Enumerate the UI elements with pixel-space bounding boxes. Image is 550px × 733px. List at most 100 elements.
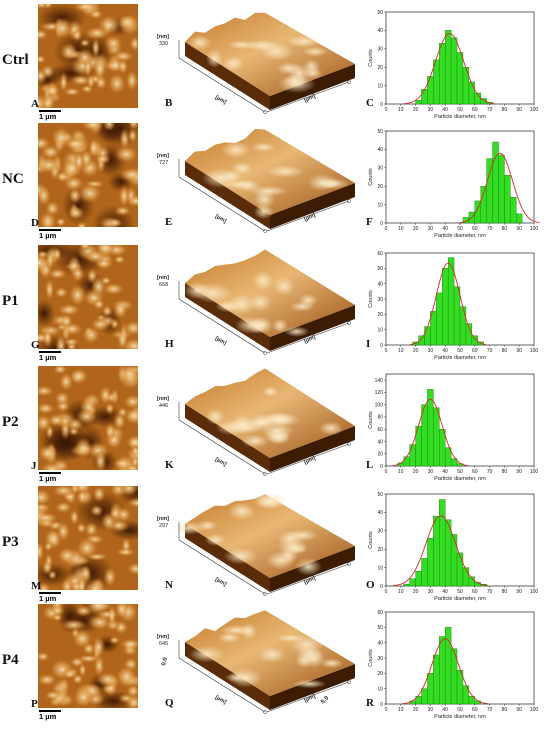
x-tick-label: 90 [516,226,522,232]
y-tick-label: 20 [377,671,383,677]
x-tick-label: 60 [472,226,478,232]
y-axis-label: Counts [368,168,374,186]
panel-letter-hist: R [366,697,374,709]
afm-2d-image [27,476,154,601]
x-tick-label: 10 [398,469,404,475]
histogram-bar [421,89,428,105]
panel-letter-hist: O [366,579,375,591]
surface-front-right [270,183,355,229]
y-tick-label: 30 [377,529,383,535]
scale-bar-label: 1 µm [39,712,57,721]
y-tick-label: 50 [377,266,383,272]
z-axis-max-label: 297 [159,523,168,529]
x-tick-label: 100 [530,348,539,354]
histogram-bar [424,326,431,346]
y-tick-label: 0 [380,221,383,227]
x-tick-label: 50 [457,469,463,475]
x-tick-label: 100 [530,107,539,113]
histogram-chart: 0 10 20 30 40 50 60 70 80 90 100 0 10 20 30 40 50 Particl… [366,123,550,242]
x-tick-label: 50 [457,226,463,232]
histogram-bar [468,81,475,105]
y-tick-label: 10 [377,686,383,692]
x-tick-label: 0 [385,107,388,113]
panel-letter-2d: J [31,460,37,472]
y-axis-label: Counts [368,49,374,67]
scale-bar [39,110,61,112]
gaussian-fit-line [393,515,489,587]
y-tick-label: 30 [377,656,383,662]
gaussian-fit-line [404,33,495,105]
x-tick-label: 30 [428,107,434,113]
histogram-bar [516,213,523,224]
z-axis-max-label: 330 [159,41,168,47]
y-tick-label: 20 [377,452,383,458]
x-tick-label: 20 [413,469,419,475]
histogram-bar [415,100,422,105]
x-tick-label: 40 [442,226,448,232]
panel-letter-3d: K [165,459,174,471]
surface-top [185,494,355,578]
y-tick-label: 140 [375,378,384,384]
x-tick-label: 60 [472,348,478,354]
y-tick-label: 40 [377,28,383,34]
z-axis-unit: [nm] [157,516,169,522]
panel-letter-3d: H [165,338,174,350]
x-tick-label: 100 [530,707,539,713]
histogram-bar [433,515,440,587]
z-axis-unit: [nm] [157,396,169,402]
y-axis-unit: [µm] [303,693,316,703]
x-axis-label: Particle diameter, nm [434,233,486,239]
y-tick-label: 0 [380,702,383,708]
figure-row-ctrl: Ctrl 1 µm A [nm] 330 [µm] [µm] B 0 10 20 30 40 5… [0,0,550,123]
scale-bar-label: 1 µm [39,231,57,240]
panel-letter-3d: E [165,216,173,228]
x-tick-label: 80 [502,589,508,595]
x-tick-label: 80 [502,226,508,232]
row-label: Ctrl [2,52,29,68]
afm-3d-image: [nm] 668 [µm] [µm] [155,245,355,364]
y-tick-label: 10 [377,202,383,208]
x-tick-label: 40 [442,107,448,113]
y-tick-label: 10 [377,327,383,333]
x-tick-label: 80 [502,107,508,113]
x-axis-label: Particle diameter, nm [434,114,486,120]
x-tick-label: 20 [413,107,419,113]
histogram-bar [450,37,458,105]
histogram-bar [450,534,458,587]
histogram-chart: 0 10 20 30 40 50 60 70 80 90 100 0 10 20 30 40 50 Particl… [366,4,550,123]
y-tick-label: 100 [375,402,384,408]
x-tick-label: 60 [472,107,478,113]
y-tick-label: 10 [377,565,383,571]
x-tick-label: 80 [502,707,508,713]
gaussian-fit-line [392,398,469,467]
x-tick-label: 70 [487,589,493,595]
x-tick-label: 40 [442,589,448,595]
x-axis-unit: [µm] [214,214,227,225]
panel-letter-hist: F [366,216,373,228]
panel-letter-2d: G [31,339,40,351]
y-tick-label: 0 [380,102,383,108]
figure-row-p4: P4 1 µm P [nm] 645 [µm] [µm] 0.0 5.0 Q 0 10 20 3… [0,587,550,723]
histogram-bar [427,537,434,587]
x-tick-label: 50 [457,348,463,354]
x-tick-label: 20 [413,348,419,354]
y-tick-label: 50 [377,492,383,498]
y-tick-label: 30 [377,297,383,303]
y-tick-label: 50 [377,625,383,631]
afm-2d-image [33,363,148,479]
x-tick-label: 100 [530,226,539,232]
x-axis-unit: [µm] [214,577,227,588]
z-axis-max-label: 727 [159,160,168,166]
y-tick-label: 60 [377,251,383,257]
x-tick-label: 100 [530,469,539,475]
x-axis-unit: [µm] [214,695,227,706]
x-tick-label: 0 [385,589,388,595]
afm-3d-image: [nm] 727 [µm] [µm] [155,123,355,242]
panel-letter-3d: Q [165,697,174,709]
x-tick-label: 80 [502,469,508,475]
x-tick-label: 0 [385,707,388,713]
z-axis-max-label: 668 [159,282,168,288]
x-tick-label: 70 [487,348,493,354]
x-tick-label: 20 [413,589,419,595]
histogram-bar [433,654,440,705]
